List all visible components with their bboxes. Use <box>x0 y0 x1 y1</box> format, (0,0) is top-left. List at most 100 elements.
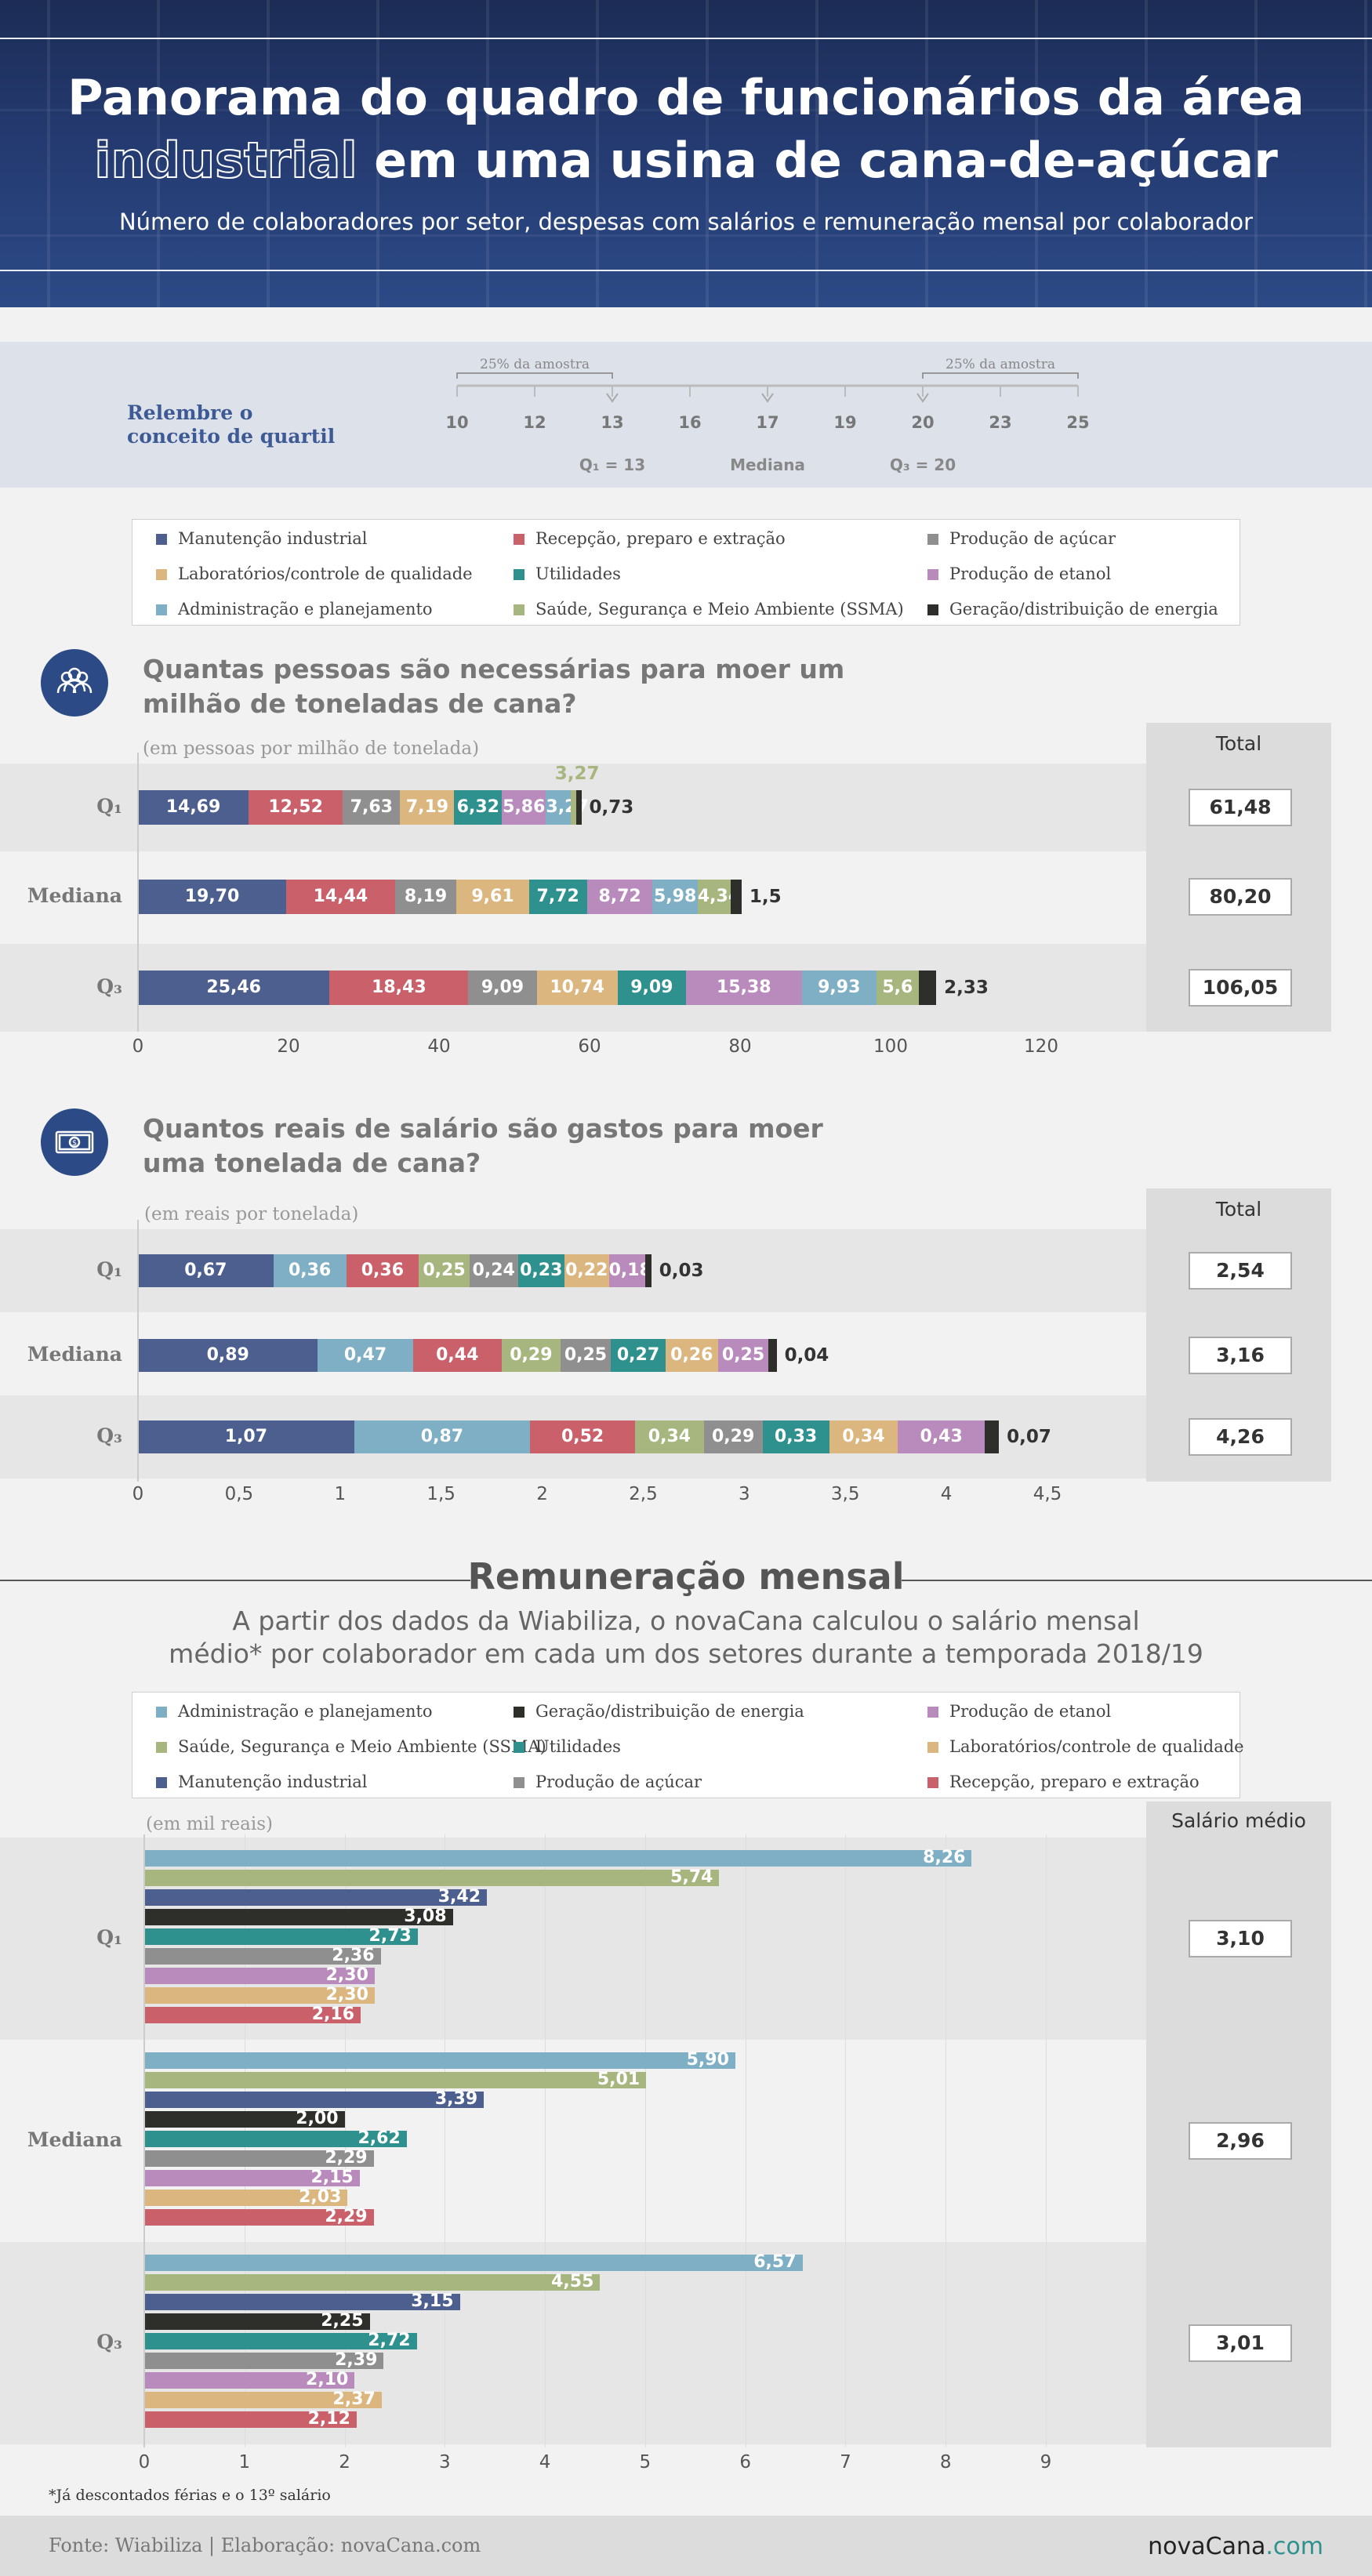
salary-avg-q: 3,01 <box>1189 2324 1292 2362</box>
quartil-marker-label: Mediana <box>730 455 805 474</box>
bar-value-label: 2,62 <box>358 2128 401 2148</box>
quartil-arrow <box>761 393 774 403</box>
bar-geracao-distribuicao-de-energia <box>144 2313 370 2330</box>
bar-segment-producao-de-acucar: 0,25 <box>560 1339 612 1372</box>
bar-value-label: 2,39 <box>335 2350 378 2370</box>
legend-item-utilidades: Utilidades <box>514 1737 621 1756</box>
x-tick-label: 100 <box>873 1036 908 1057</box>
bar-segment-manutencao-industrial: 0,89 <box>138 1339 318 1372</box>
quartil-marker-label: Q₃ = 20 <box>890 455 956 474</box>
legend-label: Produção de açúcar <box>535 1772 702 1791</box>
legend-item-administracao-e-planejamento: Administração e planejamento <box>156 1702 433 1721</box>
legend-item-producao-de-acucar: Produção de açúcar <box>514 1772 702 1791</box>
legend-sectors-1: Manutenção industrial Recepção, preparo e… <box>132 519 1240 626</box>
group-label-mediana: Mediana <box>27 2128 122 2151</box>
footer: Fonte: Wiabiliza | Elaboração: novaCana.… <box>0 2516 1372 2576</box>
quartil-diagram: 25% da amostra 25% da amostra 10 12 13 16 17 19… <box>445 357 1089 474</box>
data-label: 2,33 <box>944 978 989 998</box>
bar-segment-utilidades: 0,33 <box>762 1420 829 1453</box>
header-banner: Panorama do quadro de funcionários da ár… <box>0 0 1372 307</box>
bar-segment-utilidades: 0,27 <box>611 1339 666 1372</box>
total-header: Salário médio <box>1171 1809 1306 1832</box>
x-tick-label: 120 <box>1024 1036 1058 1057</box>
legend-label: Geração/distribuição de energia <box>535 1702 804 1721</box>
bar-segment-producao-de-etanol: 8,72 <box>586 880 653 914</box>
novacana-logo: novaCana.com <box>1148 2533 1323 2560</box>
bar-segment-saude-seguranca-e-meio-ambiente-ssma: 0,25 <box>419 1254 470 1287</box>
bar-manutencao-industrial <box>144 2092 485 2108</box>
x-tick-label: 8 <box>939 2452 952 2473</box>
bar-segment-recepcao-preparo-e-extracao: 0,52 <box>530 1420 636 1453</box>
quartil-value: 19 <box>833 413 856 432</box>
bar-segment-recepcao-preparo-e-extracao: 14,44 <box>286 880 395 914</box>
bar-geracao-distribuicao-de-energia <box>144 2111 345 2128</box>
legend-swatch <box>156 604 167 615</box>
legend-swatch <box>514 1777 524 1788</box>
x-tick-label: 3 <box>739 1484 750 1504</box>
quartil-label-line2: conceito de quartil <box>127 425 336 448</box>
bar-value-label: 3,39 <box>434 2089 478 2109</box>
remuneracao-subtitle-2: médio* por colaborador em cada um dos se… <box>169 1638 1203 1669</box>
bar-value-label: 2,36 <box>332 1946 375 1965</box>
quartil-value: 10 <box>445 413 468 432</box>
x-tick-label: 6 <box>739 2452 751 2473</box>
bar-segment-producao-de-etanol: 0,18 <box>608 1254 652 1287</box>
bar-value-label: 3,42 <box>437 1887 481 1907</box>
bar-producao-de-acucar <box>144 2150 374 2167</box>
bar-value-label: 5,01 <box>597 2070 641 2089</box>
header-top-rule <box>0 38 1372 39</box>
bar-segment-saude-seguranca-e-meio-ambiente-ssma <box>570 790 576 825</box>
sample-left-label: 25% da amostra <box>480 357 590 372</box>
bar-value-label: 2,73 <box>368 1926 412 1946</box>
bar-segment-producao-de-etanol: 5,86 <box>502 790 546 825</box>
bar-segment-laboratorios-controle-de-qualidade: 0,22 <box>564 1254 609 1287</box>
legend-item-utilidades: Utilidades <box>514 564 621 583</box>
sample-right-label: 25% da amostra <box>946 357 1055 372</box>
bar-segment-laboratorios-controle-de-qualidade: 0,34 <box>829 1420 898 1453</box>
row-label-mediana: Mediana <box>27 884 122 907</box>
bar-segment-producao-de-etanol: 15,38 <box>685 971 802 1005</box>
x-tick-label: 20 <box>277 1036 300 1057</box>
bar-value-label: 3,15 <box>411 2291 454 2311</box>
bar-segment-producao-de-acucar: 8,19 <box>394 880 457 914</box>
legend-item-recepcao-preparo-e-extracao: Recepção, preparo e extração <box>927 1772 1200 1791</box>
quartil-label-line1: Relembre o <box>127 401 253 424</box>
bar-producao-de-acucar <box>144 1948 381 1965</box>
bar-value-label: 3,08 <box>404 1907 447 1926</box>
x-tick-label: 40 <box>427 1036 451 1057</box>
data-label: 0,03 <box>659 1261 704 1281</box>
grid-line <box>644 1834 646 2447</box>
bar-segment-recepcao-preparo-e-extracao: 18,43 <box>329 971 469 1005</box>
bar-value-label: 6,57 <box>753 2252 797 2272</box>
data-label: 0,07 <box>1007 1427 1051 1447</box>
bar-segment-administracao-e-planejamento: 5,98 <box>652 880 698 914</box>
section-rule-right <box>902 1580 1372 1581</box>
legend-swatch <box>156 534 167 545</box>
x-tick-label: 2,5 <box>629 1484 658 1504</box>
bar-value-label: 2,10 <box>306 2370 349 2389</box>
legend-swatch <box>927 569 938 580</box>
bar-segment-producao-de-acucar: 0,29 <box>703 1420 763 1453</box>
legend-label: Manutenção industrial <box>178 1772 368 1791</box>
legend-label: Administração e planejamento <box>178 600 433 619</box>
legend-swatch <box>514 604 524 615</box>
bar-value-label: 2,37 <box>332 2389 376 2409</box>
bar-value-label: 2,15 <box>310 2168 354 2187</box>
title-line2-rest: em uma usina de cana-de-açúcar <box>357 132 1278 189</box>
legend-swatch <box>927 1777 938 1788</box>
legend-swatch <box>514 1742 524 1753</box>
bar-recepcao-preparo-e-extracao <box>144 2411 357 2428</box>
bar-value-label: 2,16 <box>311 2005 354 2024</box>
bar-utilidades <box>144 1928 418 1945</box>
bar-manutencao-industrial <box>144 2294 460 2310</box>
bar-segment-administracao-e-planejamento: 3,27 <box>546 790 589 825</box>
total-header: Total <box>1215 732 1262 755</box>
legend-item-administracao-e-planejamento: Administração e planejamento <box>156 600 433 619</box>
y-axis-line <box>137 753 139 1032</box>
bar-segment-laboratorios-controle-de-qualidade: 7,19 <box>400 790 455 825</box>
legend-swatch <box>927 534 938 545</box>
bar-producao-de-acucar <box>144 2353 384 2369</box>
grid-line <box>545 1834 546 2447</box>
bar-segment-producao-de-etanol: 0,43 <box>898 1420 985 1453</box>
